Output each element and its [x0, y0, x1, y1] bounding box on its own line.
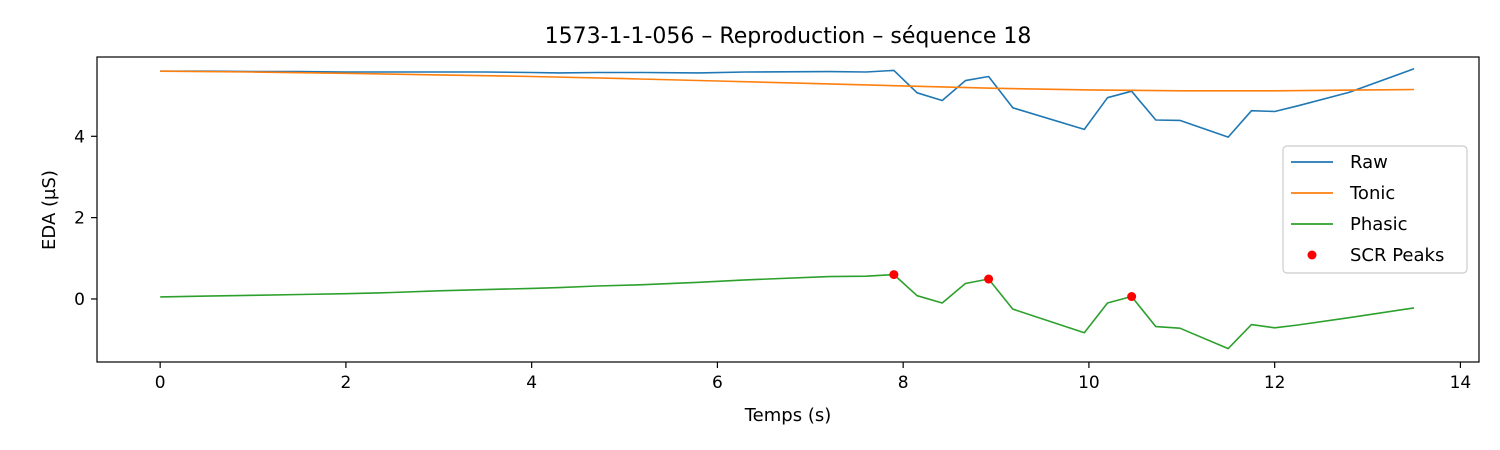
- scr-peaks: [889, 270, 1137, 302]
- legend: Raw Tonic Phasic SCR Peaks: [1282, 145, 1468, 274]
- y-tick-label: 4: [74, 127, 85, 147]
- scr-peak-point: [1127, 292, 1137, 302]
- x-tick-label: 10: [1078, 373, 1100, 393]
- x-axis: 0 2 4 6 8 10 12 14: [155, 362, 1472, 393]
- x-tick-label: 12: [1264, 373, 1286, 393]
- x-tick-label: 0: [155, 373, 166, 393]
- axes-frame: [96, 56, 1480, 363]
- x-tick-label: 4: [526, 373, 537, 393]
- plot-area: 0 2 4 6 8 10 12 14 0 2 4: [74, 56, 1480, 393]
- series-line-raw: [160, 68, 1415, 138]
- legend-label: Raw: [1350, 152, 1388, 173]
- series-line-tonic: [160, 70, 1415, 92]
- x-tick-label: 6: [712, 373, 723, 393]
- y-axis-label: EDA (µS): [39, 170, 60, 250]
- scr-peak-point: [984, 274, 994, 284]
- chart-title: 1573-1-1-056 – Reproduction – séquence 1…: [545, 24, 1032, 49]
- y-axis: 0 2 4: [74, 127, 97, 310]
- legend-label: SCR Peaks: [1350, 245, 1444, 266]
- legend-swatch-scr-peaks: [1307, 250, 1317, 260]
- x-tick-label: 2: [340, 373, 351, 393]
- x-tick-label: 8: [898, 373, 909, 393]
- x-tick-label: 14: [1450, 373, 1472, 393]
- y-tick-label: 2: [74, 209, 85, 229]
- legend-label: Tonic: [1349, 183, 1395, 204]
- legend-label: Phasic: [1350, 214, 1408, 235]
- legend-box: [1282, 145, 1468, 274]
- y-tick-label: 0: [74, 290, 85, 310]
- scr-peak-point: [889, 270, 899, 280]
- x-axis-label: Temps (s): [744, 405, 832, 426]
